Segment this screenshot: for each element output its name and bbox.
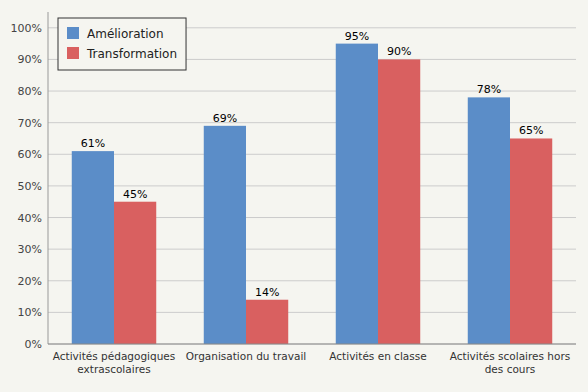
legend-frame (58, 18, 186, 70)
bar (72, 151, 114, 344)
bar (204, 126, 246, 344)
bar (336, 44, 378, 344)
x-tick-labels: Activités pédagogiquesextrascolaires Orga… (53, 350, 570, 375)
x-tick-label: Activités en classe (329, 350, 426, 362)
y-axis-line (48, 12, 49, 344)
legend-label: Amélioration (87, 27, 164, 41)
y-tick-label: 50% (18, 180, 42, 193)
grid (48, 28, 576, 344)
y-tick-label: 60% (18, 148, 42, 161)
y-tick-label: 100% (11, 22, 42, 35)
legend-swatch (67, 47, 79, 59)
x-tick-label: Activités pédagogiquesextrascolaires (53, 350, 175, 375)
y-tick-label: 0% (25, 338, 42, 351)
data-label: 90% (387, 45, 411, 58)
x-tick-label-line: Organisation du travail (186, 350, 306, 362)
data-label: 78% (477, 83, 501, 96)
x-axis-line (48, 344, 576, 345)
x-tick-label-line: extrascolaires (77, 363, 150, 375)
legend: Amélioration Transformation (58, 18, 186, 70)
y-tick-label: 70% (18, 117, 42, 130)
bar (378, 59, 420, 344)
x-tick-label-line: des cours (485, 363, 536, 375)
y-tick-label: 20% (18, 275, 42, 288)
chart-svg: 0% 10% 20% 30% 40% 50% 60% 70% 80% 90% 100% 61% 69% 9… (0, 0, 588, 392)
y-tick-label: 30% (18, 243, 42, 256)
legend-label: Transformation (86, 47, 177, 61)
data-label: 14% (255, 286, 279, 299)
data-label: 61% (81, 137, 105, 150)
x-tick-label-line: Activités en classe (329, 350, 426, 362)
x-tick-label: Activités scolaires horsdes cours (450, 350, 570, 375)
data-label: 45% (123, 188, 147, 201)
data-label: 65% (519, 124, 543, 137)
bar (246, 300, 288, 344)
bar (114, 202, 156, 344)
x-tick-label: Organisation du travail (186, 350, 306, 362)
y-tick-label: 40% (18, 212, 42, 225)
y-tick-label: 80% (18, 85, 42, 98)
y-tick-labels: 0% 10% 20% 30% 40% 50% 60% 70% 80% 90% 100% (11, 22, 42, 351)
y-tick-label: 90% (18, 53, 42, 66)
grid-line (48, 344, 576, 345)
bars (72, 44, 552, 344)
x-tick-label-line: Activités pédagogiques (53, 350, 175, 362)
bar (510, 138, 552, 344)
chart-container: 0% 10% 20% 30% 40% 50% 60% 70% 80% 90% 100% 61% 69% 9… (0, 0, 588, 392)
y-tick-label: 10% (18, 306, 42, 319)
x-tick-label-line: Activités scolaires hors (450, 350, 570, 362)
data-label: 95% (345, 30, 369, 43)
legend-swatch (67, 27, 79, 39)
data-label: 69% (213, 112, 237, 125)
bar (468, 97, 510, 344)
